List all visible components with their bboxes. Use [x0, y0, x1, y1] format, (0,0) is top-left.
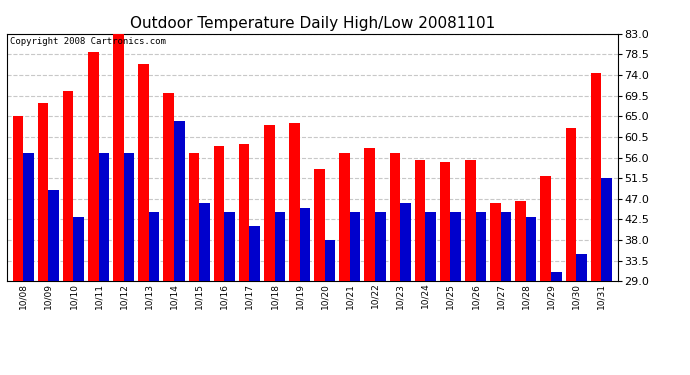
Bar	[38, 102, 48, 375]
Bar	[174, 121, 184, 375]
Bar	[124, 153, 135, 375]
Bar	[199, 203, 210, 375]
Bar	[224, 213, 235, 375]
Bar	[465, 160, 475, 375]
Bar	[501, 213, 511, 375]
Bar	[113, 34, 124, 375]
Bar	[425, 213, 436, 375]
Bar	[526, 217, 536, 375]
Bar	[239, 144, 249, 375]
Bar	[264, 125, 275, 375]
Bar	[149, 213, 159, 375]
Bar	[591, 73, 601, 375]
Bar	[475, 213, 486, 375]
Bar	[188, 153, 199, 375]
Bar	[275, 213, 285, 375]
Bar	[299, 208, 310, 375]
Bar	[289, 123, 299, 375]
Bar	[214, 146, 224, 375]
Bar	[400, 203, 411, 375]
Bar	[88, 52, 99, 375]
Bar	[350, 213, 360, 375]
Bar	[99, 153, 109, 375]
Bar	[12, 116, 23, 375]
Bar	[325, 240, 335, 375]
Bar	[515, 201, 526, 375]
Bar	[451, 213, 461, 375]
Bar	[576, 254, 586, 375]
Bar	[490, 203, 501, 375]
Bar	[601, 178, 612, 375]
Text: Copyright 2008 Cartronics.com: Copyright 2008 Cartronics.com	[10, 38, 166, 46]
Bar	[339, 153, 350, 375]
Bar	[540, 176, 551, 375]
Bar	[63, 91, 74, 375]
Bar	[415, 160, 425, 375]
Bar	[74, 217, 84, 375]
Bar	[375, 213, 386, 375]
Bar	[164, 93, 174, 375]
Bar	[314, 169, 325, 375]
Bar	[440, 162, 451, 375]
Bar	[551, 272, 562, 375]
Bar	[138, 63, 149, 375]
Bar	[48, 190, 59, 375]
Bar	[249, 226, 260, 375]
Bar	[23, 153, 34, 375]
Bar	[390, 153, 400, 375]
Bar	[364, 148, 375, 375]
Title: Outdoor Temperature Daily High/Low 20081101: Outdoor Temperature Daily High/Low 20081…	[130, 16, 495, 31]
Bar	[566, 128, 576, 375]
